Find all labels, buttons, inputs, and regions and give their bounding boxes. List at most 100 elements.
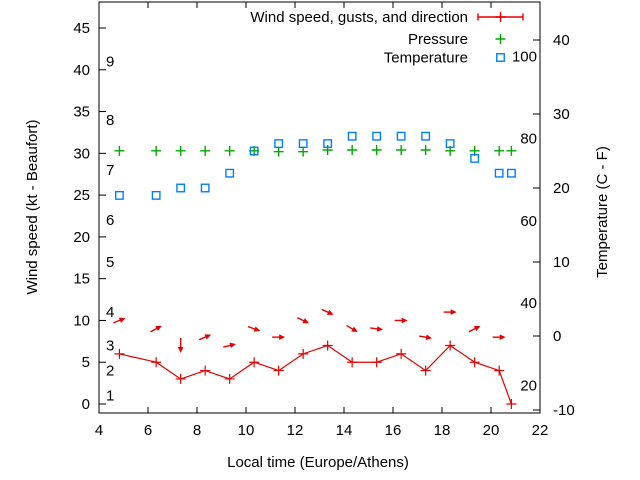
gust-arrow-head [204,334,212,340]
legend-label: Temperature [384,50,468,67]
y-left-tick-label: 0 [82,396,90,413]
square-marker [445,139,455,149]
beaufort-label: 9 [106,53,114,70]
plus-marker [151,357,162,368]
x-tick-label: 6 [144,422,152,439]
beaufort-label: 6 [106,212,114,229]
plus-marker [495,12,506,22]
fahrenheit-label: 20 [520,377,537,394]
square-marker [225,168,235,178]
plus-marker [371,144,382,155]
beaufort-label: 4 [106,304,114,321]
plus-marker [506,399,517,409]
square-marker [249,146,259,156]
y-left-tick-label: 20 [73,229,90,246]
x-axis-title: Local time (Europe/Athens) [227,454,409,471]
plus-marker [495,34,506,44]
plus-marker [273,146,284,157]
plus-marker [273,365,284,376]
square-marker [506,168,516,178]
y-left-tick-label: 10 [73,312,90,329]
square-marker [494,168,504,178]
beaufort-label: 1 [106,388,114,405]
fahrenheit-label: 60 [520,213,537,230]
y-axis-title-right: Temperature (C - F) [594,146,611,278]
plus-marker [506,145,517,156]
plus-marker [396,348,407,359]
x-tick-label: 16 [385,422,402,439]
beaufort-label: 7 [106,162,114,179]
gust-arrow-head [302,318,310,324]
gust-arrows [113,308,506,354]
plus-marker [224,145,235,156]
square-marker [298,139,308,149]
fahrenheit-label: 80 [520,131,537,148]
beaufort-label: 8 [106,112,114,129]
x-tick-label: 14 [336,422,353,439]
plot-border [98,1,541,414]
x-tick-label: 20 [483,422,500,439]
plus-marker [469,357,480,368]
gust-arrow-head [351,326,358,333]
gust-arrow-head [229,342,236,349]
plus-marker [298,146,309,157]
plus-marker [298,348,309,359]
gust-arrow-head [499,334,506,340]
y-right-tick-label: -10 [553,402,575,419]
x-tick-label: 8 [193,422,201,439]
gust-arrow-head [401,317,408,324]
plus-marker [347,357,358,368]
gust-arrow-head [253,326,261,332]
x-tick-label: 4 [95,422,103,439]
plus-marker [420,144,431,155]
plus-marker [175,373,186,384]
square-marker [421,131,431,141]
square-marker [176,183,186,193]
square-marker [151,190,161,200]
y-axis-title-left: Wind speed (kt - Beaufort) [24,119,41,294]
y-left-tick-label: 45 [73,20,90,37]
beaufort-label: 3 [106,338,114,355]
temperature-series [114,131,516,200]
y-right-tick-label: 10 [553,254,570,271]
gust-arrow-head [473,325,481,332]
gust-arrow-head [326,309,334,315]
plus-marker [114,145,125,156]
beaufort-label: 2 [106,363,114,380]
plus-marker [200,145,211,156]
plus-marker [347,144,358,155]
legend: Wind speed, gusts, and direction Pressure… [250,9,524,67]
legend-label: Pressure [408,31,468,48]
plus-marker [396,144,407,155]
plus-marker [249,357,260,368]
plus-marker [151,145,162,156]
plus-marker [114,348,125,359]
x-tick-label: 10 [238,422,255,439]
gust-arrow-head [450,309,457,315]
y-left-tick-label: 35 [73,104,90,121]
beaufort-label: 5 [106,254,114,271]
gust-arrow-head [376,326,384,332]
square-marker [496,53,505,62]
square-marker [470,153,480,163]
y-left-tick-label: 5 [82,354,90,371]
legend-label: Wind speed, gusts, and direction [250,9,468,26]
wind-series [114,340,517,409]
fahrenheit-label: 100 [512,48,537,65]
gust-arrow-head [177,347,184,354]
gust-arrow-head [118,317,126,323]
plus-marker [224,373,235,384]
gust-arrow-head [279,334,286,340]
plus-marker [494,365,505,376]
y-left-tick-label: 25 [73,187,90,204]
square-marker [323,139,333,149]
square-marker [396,131,406,141]
square-marker [347,131,357,141]
y-left-tick-label: 30 [73,145,90,162]
square-marker [200,183,210,193]
legend-sample-plus [495,34,506,44]
plus-marker [175,145,186,156]
x-tick-label: 22 [532,422,549,439]
